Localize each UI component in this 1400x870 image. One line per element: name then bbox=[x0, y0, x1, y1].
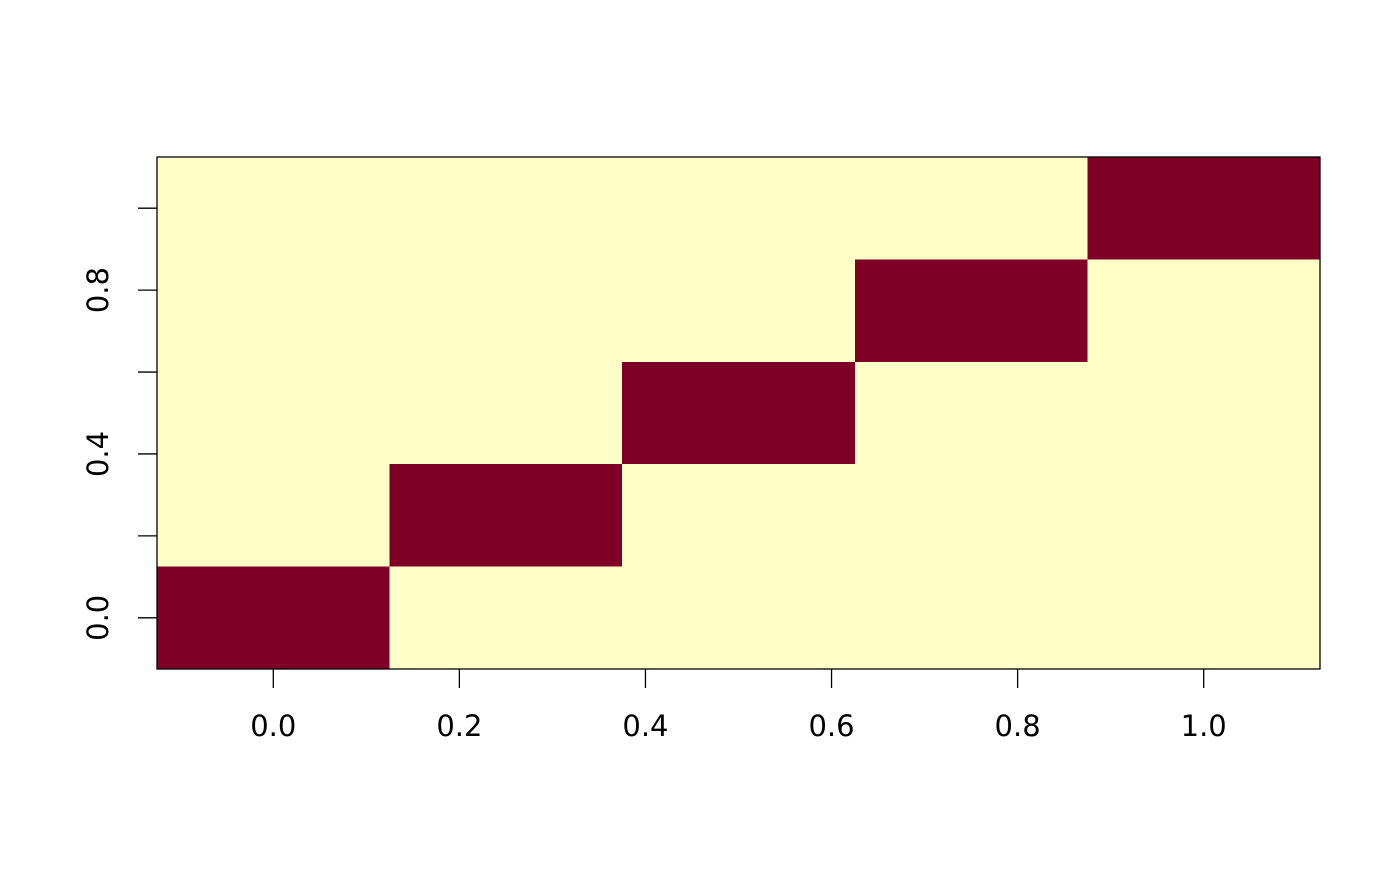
heat-cell bbox=[622, 361, 855, 465]
heat-cell bbox=[622, 566, 855, 669]
heat-cell bbox=[389, 464, 623, 567]
heat-cell bbox=[157, 361, 390, 465]
heat-cell bbox=[622, 464, 855, 567]
heat-cell bbox=[854, 361, 1088, 465]
x-tick-label: 0.4 bbox=[622, 709, 668, 743]
heat-cell bbox=[157, 259, 390, 362]
heat-cell bbox=[157, 566, 390, 669]
heat-cell bbox=[622, 259, 855, 362]
heat-cell bbox=[389, 361, 623, 465]
heat-cell bbox=[854, 157, 1088, 260]
x-tick-label: 0.6 bbox=[808, 709, 854, 743]
heat-cell bbox=[854, 566, 1088, 669]
heat-cell bbox=[157, 157, 390, 260]
plot-frame bbox=[156, 156, 1321, 670]
x-tick-label: 0.2 bbox=[436, 709, 482, 743]
x-tick-label: 0.0 bbox=[250, 709, 296, 743]
heat-cell bbox=[389, 259, 623, 362]
y-tick-label: 0.4 bbox=[81, 431, 115, 477]
heat-cell bbox=[622, 157, 855, 260]
heat-cell bbox=[1087, 157, 1320, 260]
heat-cell bbox=[1087, 361, 1320, 465]
heat-cell bbox=[389, 157, 623, 260]
x-tick-label: 0.8 bbox=[995, 709, 1041, 743]
heat-cell bbox=[1087, 464, 1320, 567]
heat-cell bbox=[389, 566, 623, 669]
heat-cell bbox=[1087, 259, 1320, 362]
x-tick-label: 1.0 bbox=[1181, 709, 1227, 743]
heat-cell bbox=[157, 464, 390, 567]
heat-cell bbox=[854, 464, 1088, 567]
y-tick-label: 0.0 bbox=[81, 595, 115, 641]
heat-cell bbox=[854, 259, 1088, 362]
y-tick-label: 0.8 bbox=[81, 267, 115, 313]
heat-cell bbox=[1087, 566, 1320, 669]
